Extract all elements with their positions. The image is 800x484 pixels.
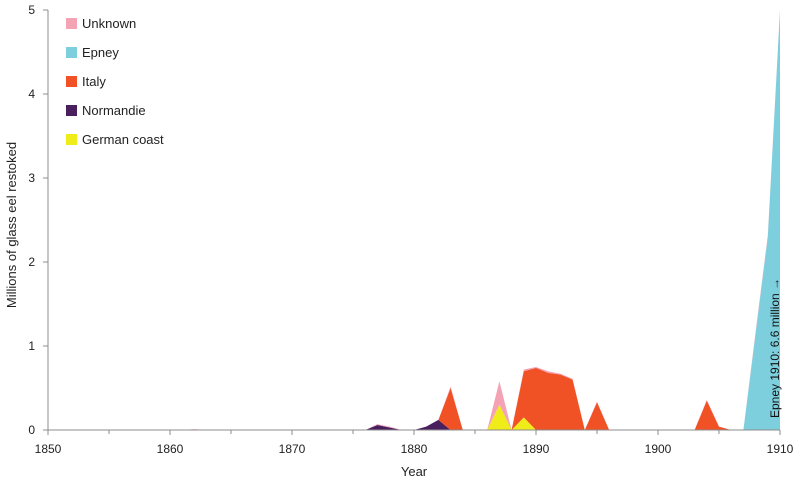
legend-swatch-normandie	[66, 105, 77, 116]
y-axis-title: Millions of glass eel restoked	[4, 142, 19, 308]
x-tick-label: 1900	[645, 442, 672, 456]
chart-areas	[48, 10, 780, 430]
y-tick-label: 2	[28, 255, 35, 269]
x-tick-label: 1890	[523, 442, 550, 456]
x-tick-label: 1870	[279, 442, 306, 456]
y-tick-label: 0	[28, 423, 35, 437]
y-tick-label: 3	[28, 171, 35, 185]
legend-label-unknown: Unknown	[82, 16, 136, 31]
area-unknown	[48, 10, 780, 430]
chart-axes: 1850 1860 1870 1880 1890 1900 1910 0 1 2 3 4 5	[28, 3, 793, 456]
area-epney	[48, 10, 780, 430]
area-italy	[48, 367, 780, 430]
chart-legend: Unknown Epney Italy Normandie German coast	[66, 16, 164, 147]
y-tick-label: 4	[28, 87, 35, 101]
x-tick-label: 1860	[157, 442, 184, 456]
legend-label-epney: Epney	[82, 45, 119, 60]
legend-swatch-german-coast	[66, 134, 77, 145]
legend-swatch-unknown	[66, 18, 77, 29]
area-german-coast	[48, 404, 780, 430]
x-axis-title: Year	[401, 464, 428, 479]
epney-annotation: Epney 1910: 6.6 million →	[768, 278, 782, 418]
y-tick-label: 5	[28, 3, 35, 17]
legend-label-german-coast: German coast	[82, 132, 164, 147]
x-tick-label: 1850	[35, 442, 62, 456]
legend-label-normandie: Normandie	[82, 103, 146, 118]
area-normandie	[48, 404, 780, 430]
legend-swatch-italy	[66, 76, 77, 87]
x-tick-label: 1880	[401, 442, 428, 456]
legend-swatch-epney	[66, 47, 77, 58]
legend-label-italy: Italy	[82, 74, 106, 89]
y-tick-label: 1	[28, 339, 35, 353]
x-tick-label: 1910	[767, 442, 794, 456]
